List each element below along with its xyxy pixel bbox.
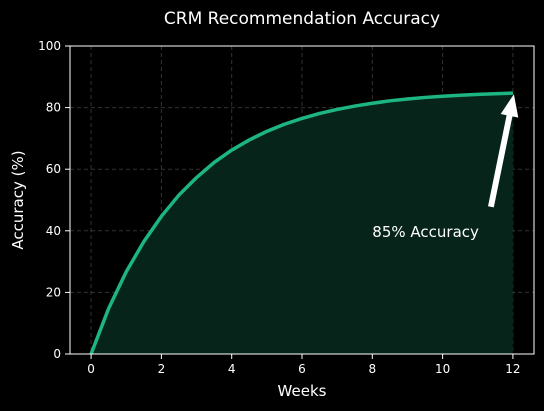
x-tick-label: 10	[435, 362, 450, 376]
y-axis-label: Accuracy (%)	[9, 150, 27, 249]
y-tick-label: 20	[46, 285, 61, 299]
y-tick-label: 100	[38, 39, 61, 53]
y-tick-label: 0	[53, 347, 61, 361]
y-axis: 0 20 40 60 80 100	[38, 39, 70, 361]
x-axis-label: Weeks	[278, 382, 327, 400]
area-fill	[91, 93, 513, 355]
y-tick-label: 60	[46, 162, 61, 176]
y-tick-label: 80	[46, 101, 61, 115]
series-line	[89, 91, 513, 355]
annotation-arrow	[488, 94, 519, 208]
x-tick-label: 4	[228, 362, 236, 376]
x-tick-label: 8	[368, 362, 376, 376]
x-axis: 0 2 4 6 8 10 12	[87, 354, 521, 376]
chart-title: CRM Recommendation Accuracy	[164, 9, 440, 29]
annotation-text: 85% Accuracy	[372, 223, 479, 241]
y-tick-label: 40	[46, 224, 61, 238]
x-tick-label: 12	[505, 362, 520, 376]
x-tick-label: 0	[87, 362, 95, 376]
x-tick-label: 6	[298, 362, 306, 376]
annotation-arrow-shape	[488, 94, 519, 208]
x-tick-label: 2	[158, 362, 166, 376]
